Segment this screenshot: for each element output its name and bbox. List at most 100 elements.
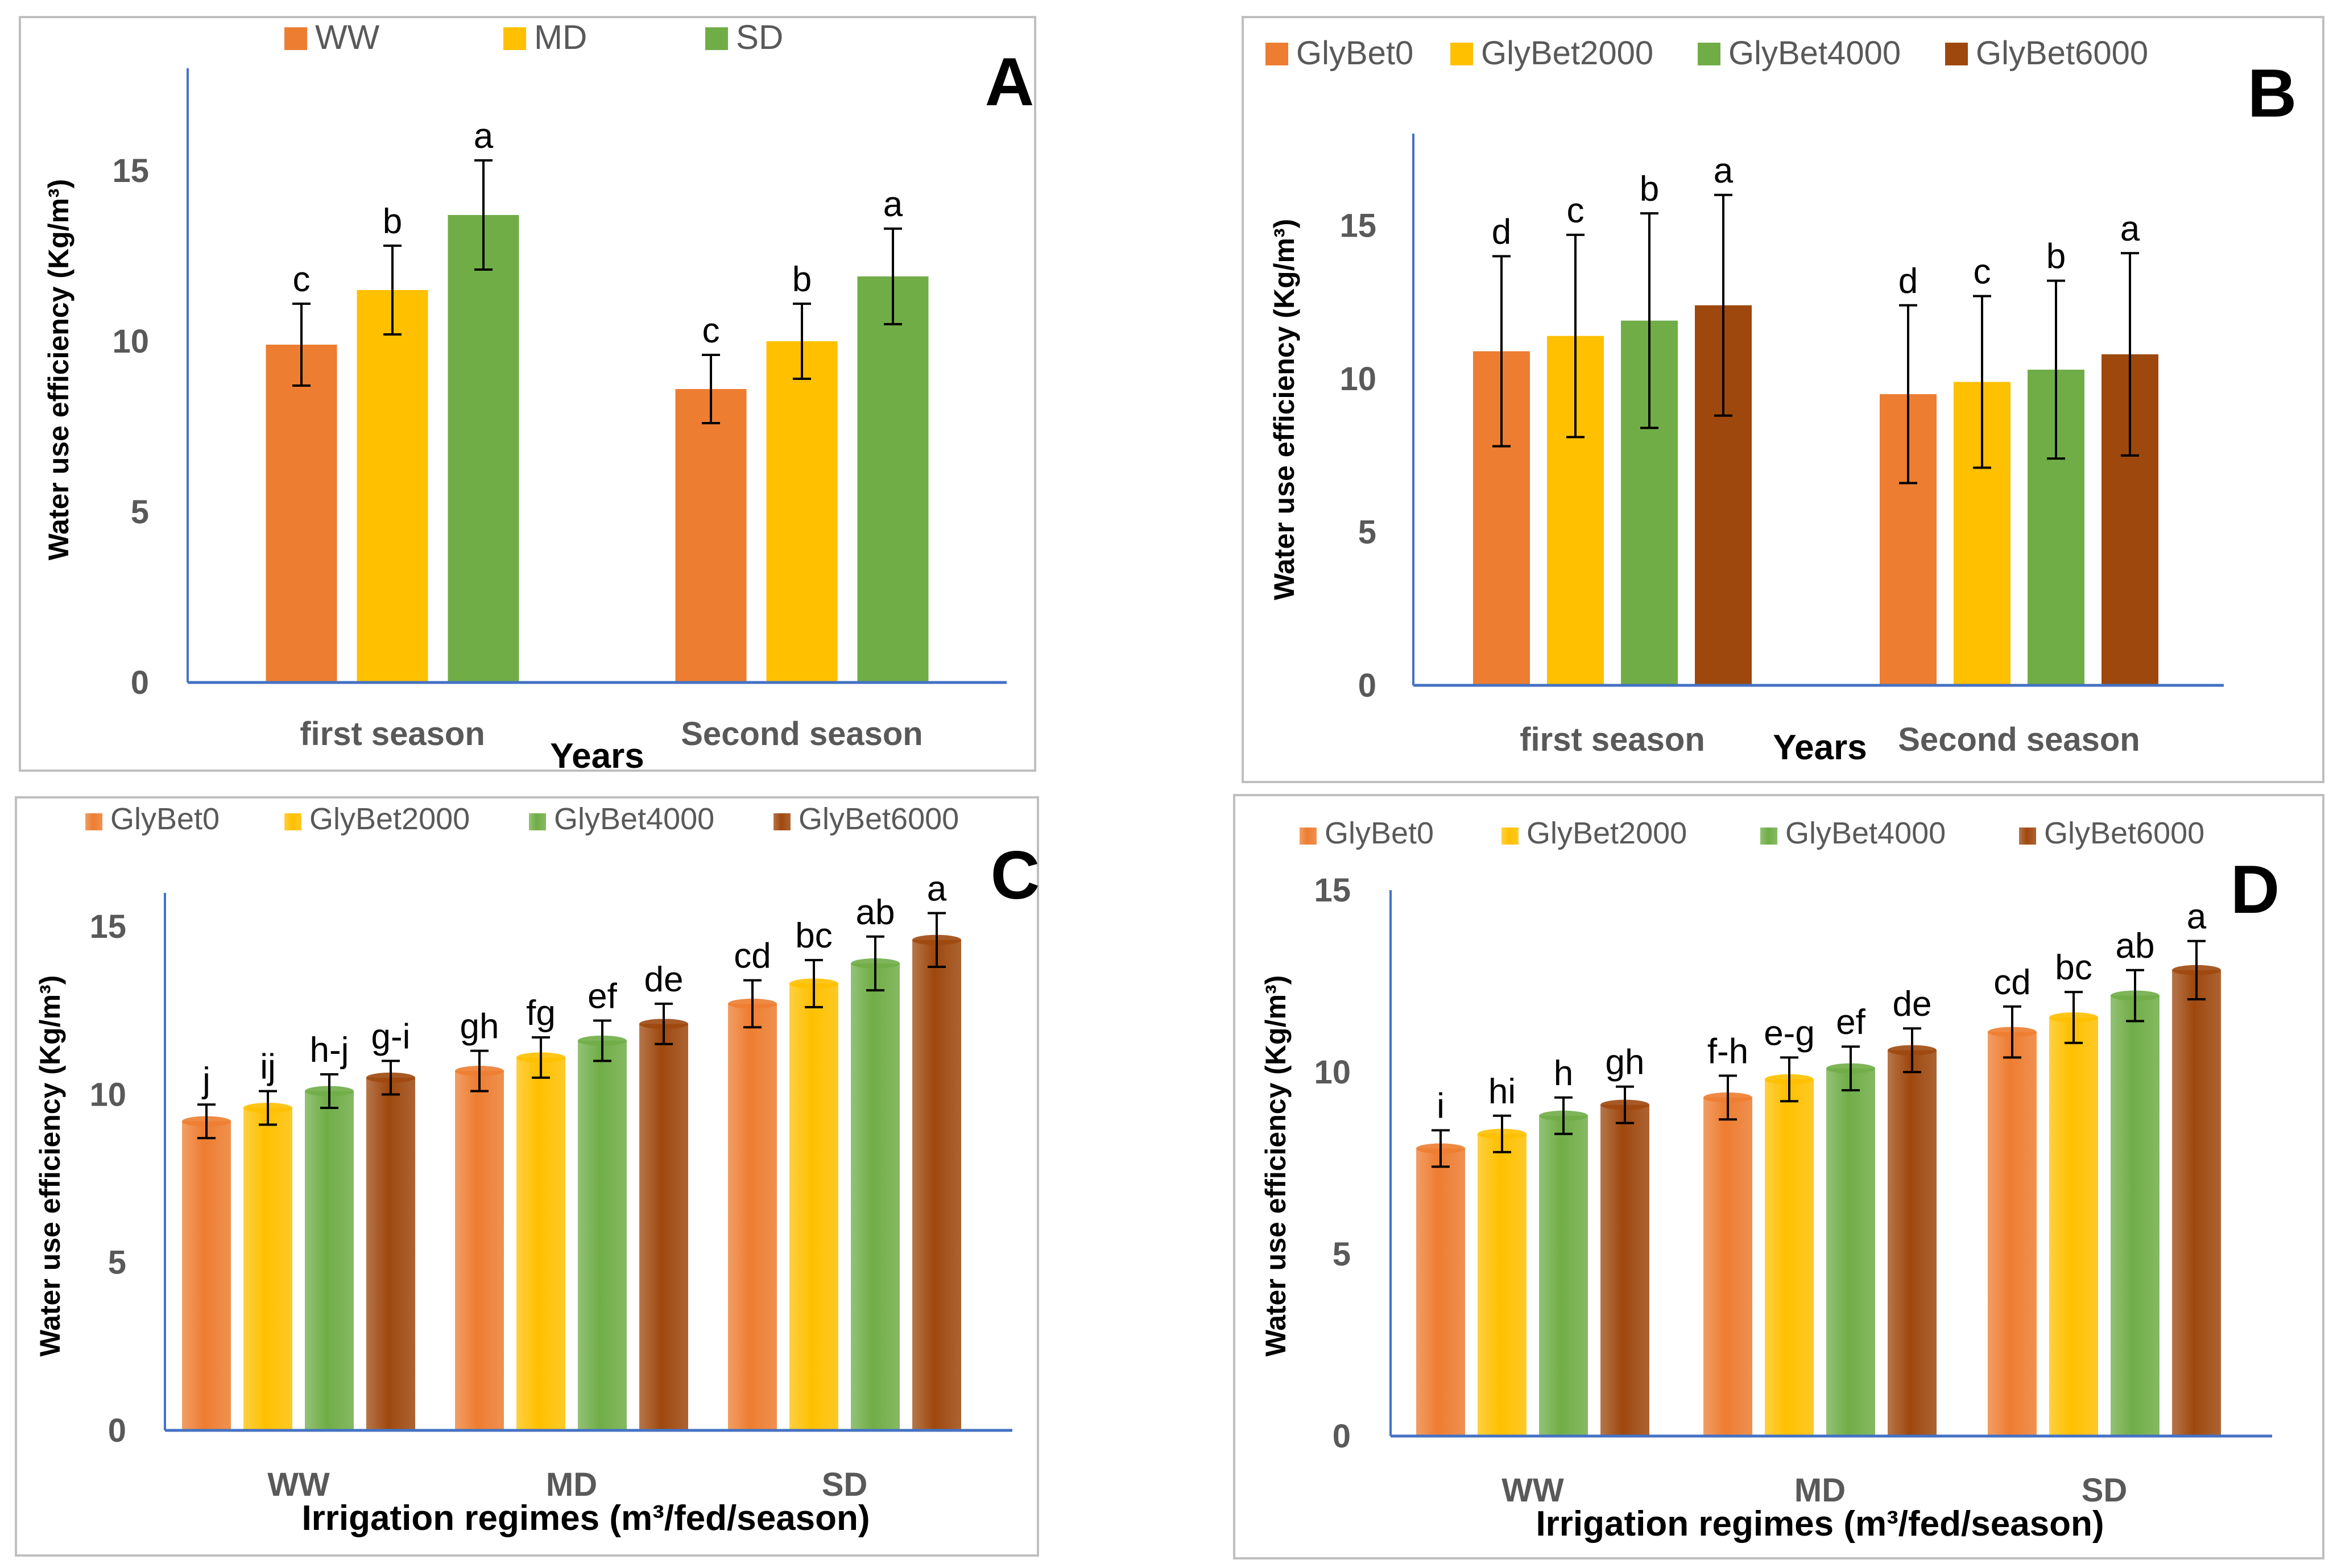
bar-glybet2000-md [516, 1057, 565, 1430]
bar-glybet0-md [1703, 1097, 1752, 1436]
significance-letter: ef [588, 977, 617, 1016]
y-tick-label: 5 [1358, 514, 1376, 551]
x-category-label: WW [1501, 1472, 1564, 1509]
x-category-label: SD [822, 1466, 868, 1503]
bar-glybet6000-sd [2172, 970, 2221, 1436]
y-axis-title: Water use efficiency (Kg/m³) [1260, 975, 1292, 1357]
y-tick-label: 15 [89, 908, 126, 945]
significance-letter: f-h [1707, 1032, 1748, 1071]
significance-letter: de [1893, 984, 1932, 1024]
legend-label-glybet4000: GlyBet4000 [1785, 816, 1946, 850]
legend-swatch-glybet4000 [1698, 43, 1720, 65]
significance-letter: hi [1488, 1072, 1516, 1111]
y-tick-label: 10 [89, 1076, 126, 1113]
legend-label-glybet0: GlyBet0 [1296, 35, 1413, 72]
bar-glybet4000-sd [851, 963, 900, 1430]
significance-letter: a [474, 117, 494, 156]
legend-swatch-glybet4000 [1760, 828, 1777, 845]
legend-label-sd: SD [736, 18, 783, 56]
bar-glybet4000-md [1826, 1068, 1875, 1436]
legend-swatch-glybet2000 [1450, 43, 1473, 65]
significance-letter: e-g [1764, 1013, 1815, 1053]
legend-swatch-glybet6000 [773, 813, 791, 830]
bar-glybet4000-ww [1539, 1115, 1588, 1436]
x-category-label: first season [1520, 721, 1705, 758]
y-tick-label: 15 [112, 152, 149, 189]
legend-label-ww: WW [315, 18, 380, 56]
bar-sd-first-season [448, 215, 519, 682]
y-tick-label: 0 [1333, 1418, 1351, 1455]
chart-panel-d: 0 5 10 15 Water use efficiency (Kg/m³) i hi h gh… [1233, 794, 2324, 1559]
significance-letter: ab [856, 893, 895, 932]
y-tick-label: 0 [131, 664, 149, 701]
chart-panel-a: 0 5 10 15 Water use efficiency (Kg/m³) c b a fir… [19, 16, 1036, 776]
significance-letter: fg [526, 994, 556, 1033]
bar-ww-second-season [675, 389, 747, 682]
panel-label: C [991, 837, 1040, 913]
legend-label-glybet2000: GlyBet2000 [1527, 816, 1687, 850]
bar-glybet0-md [455, 1071, 504, 1430]
panel-label: D [2231, 851, 2280, 928]
significance-letter: cd [1993, 963, 2030, 1002]
bar-glybet0-ww [1416, 1148, 1465, 1436]
legend-label-glybet6000: GlyBet6000 [2044, 816, 2204, 850]
legend-swatch-md [503, 27, 526, 50]
significance-letter: d [1898, 262, 1918, 301]
bar-sd-second-season [857, 276, 929, 682]
significance-letter: ab [2116, 926, 2155, 966]
significance-letter: h [1554, 1054, 1573, 1093]
bar-glybet2000-md [1765, 1079, 1814, 1436]
bar-glybet0-sd [728, 1003, 777, 1430]
legend-swatch-glybet0 [1265, 43, 1288, 65]
significance-letter: b [2046, 237, 2066, 276]
legend-label-glybet6000: GlyBet6000 [1976, 35, 2148, 72]
x-axis-title: Years [1773, 728, 1867, 767]
chart-panel-b: 0 5 10 15 Water use efficiency (Kg/m³) d c b a fi… [1242, 16, 2324, 783]
y-tick-label: 5 [131, 494, 149, 531]
chart-frame [1242, 16, 2324, 783]
bar-glybet2000-sd [2049, 1017, 2098, 1436]
legend-label-glybet2000: GlyBet2000 [1481, 35, 1653, 72]
x-category-label: MD [1794, 1472, 1846, 1509]
y-tick-label: 15 [1339, 208, 1376, 245]
significance-letter: h-j [310, 1031, 349, 1070]
bar-glybet6000-ww [366, 1077, 415, 1430]
significance-letter: a [883, 185, 903, 224]
legend-label-glybet0: GlyBet0 [110, 802, 220, 836]
y-axis-title: Water use efficiency (Kg/m³) [1268, 219, 1300, 601]
x-category-label: SD [2082, 1472, 2128, 1509]
y-tick-label: 15 [1314, 872, 1351, 909]
significance-letter: c [1974, 253, 1991, 292]
significance-letter: g-i [371, 1017, 411, 1056]
bar-glybet6000-sd [912, 940, 961, 1430]
significance-letter: bc [795, 916, 832, 955]
legend-label-glybet0: GlyBet0 [1325, 816, 1434, 850]
y-tick-label: 5 [108, 1244, 126, 1281]
significance-letter: a [1714, 151, 1734, 191]
significance-letter: a [2187, 897, 2207, 937]
legend-swatch-glybet6000 [1945, 43, 1968, 65]
legend-swatch-ww [284, 27, 307, 50]
significance-letter: cd [734, 937, 771, 976]
bar-glybet0-sd [1988, 1032, 2037, 1436]
bar-md-first-season [357, 290, 428, 682]
significance-letter: c [293, 260, 311, 299]
legend-swatch-glybet6000 [2019, 828, 2036, 845]
significance-letter: c [702, 311, 720, 350]
bar-glybet4000-md [578, 1040, 627, 1430]
x-category-label: first season [300, 715, 485, 752]
significance-letter: b [383, 202, 402, 241]
bar-glybet6000-ww [1600, 1104, 1649, 1436]
x-axis-title: Years [550, 737, 644, 776]
legend-label-glybet4000: GlyBet4000 [1728, 35, 1901, 72]
y-axis-title: Water use efficiency (Kg/m³) [34, 975, 66, 1357]
significance-letter: i [1437, 1086, 1445, 1126]
x-axis-title: Irrigation regimes (m³/fed/season) [301, 1499, 870, 1538]
x-axis-title: Irrigation regimes (m³/fed/season) [1536, 1504, 2104, 1544]
bar-glybet2000-ww [243, 1108, 292, 1430]
significance-letter: j [201, 1061, 210, 1100]
significance-letter: d [1492, 213, 1511, 252]
significance-letter: gh [460, 1007, 499, 1046]
significance-letter: c [1567, 191, 1585, 230]
